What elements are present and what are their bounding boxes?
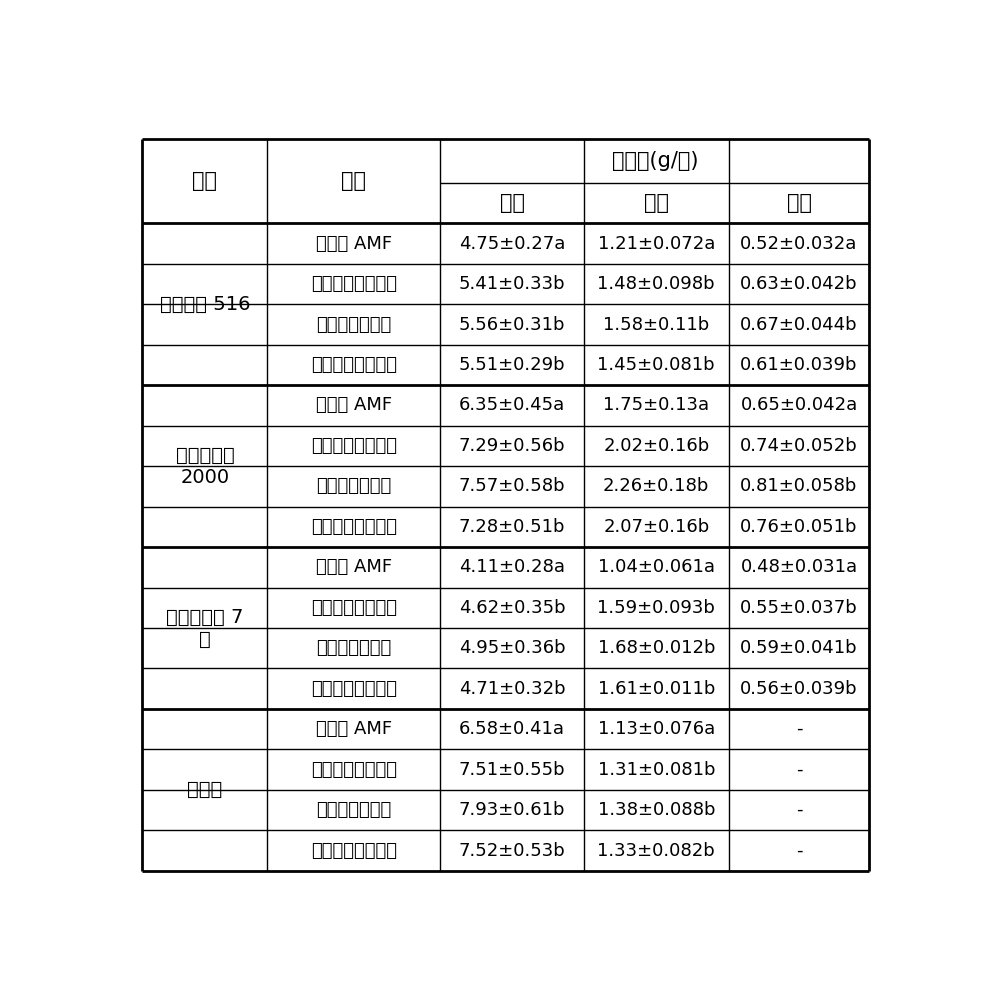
Text: 接种根内根孢囊霉: 接种根内根孢囊霉	[311, 356, 396, 374]
Text: 0.81±0.058b: 0.81±0.058b	[740, 477, 857, 495]
Text: 1.38±0.088b: 1.38±0.088b	[597, 801, 714, 819]
Text: 玉米京科糯
2000: 玉米京科糯 2000	[176, 446, 234, 487]
Text: 1.75±0.13a: 1.75±0.13a	[602, 396, 709, 414]
Text: 1.58±0.11b: 1.58±0.11b	[602, 316, 709, 334]
Text: 2.26±0.18b: 2.26±0.18b	[602, 477, 709, 495]
Text: 接种根内根孢囊霉: 接种根内根孢囊霉	[311, 518, 396, 536]
Text: 7.57±0.58b: 7.57±0.58b	[458, 477, 565, 495]
Text: 地上: 地上	[499, 193, 524, 213]
Text: 4.75±0.27a: 4.75±0.27a	[458, 235, 565, 253]
Text: 4.71±0.32b: 4.71±0.32b	[458, 680, 565, 698]
Text: 1.04±0.061a: 1.04±0.061a	[598, 558, 714, 576]
Text: 7.52±0.53b: 7.52±0.53b	[458, 842, 565, 860]
Text: 接种地表球囊霉: 接种地表球囊霉	[317, 316, 391, 334]
Text: 0.52±0.032a: 0.52±0.032a	[740, 235, 857, 253]
Text: 0.61±0.039b: 0.61±0.039b	[740, 356, 857, 374]
Text: 籽粒: 籽粒	[786, 193, 810, 213]
Text: 玉米华旺甜 7
号: 玉米华旺甜 7 号	[166, 607, 244, 648]
Text: 1.48±0.098b: 1.48±0.098b	[597, 275, 714, 293]
Text: 7.29±0.56b: 7.29±0.56b	[458, 437, 565, 455]
Text: 5.51±0.29b: 5.51±0.29b	[458, 356, 565, 374]
Text: 0.65±0.042a: 0.65±0.042a	[740, 396, 857, 414]
Text: 不接种 AMF: 不接种 AMF	[316, 720, 391, 738]
Text: 0.48±0.031a: 0.48±0.031a	[740, 558, 857, 576]
Text: 蟛蜞菊: 蟛蜞菊	[187, 780, 223, 799]
Text: 5.41±0.33b: 5.41±0.33b	[458, 275, 565, 293]
Text: 4.62±0.35b: 4.62±0.35b	[458, 599, 565, 617]
Text: 不接种 AMF: 不接种 AMF	[316, 558, 391, 576]
Text: 处理: 处理	[341, 171, 366, 191]
Text: 接种根内根孢囊霉: 接种根内根孢囊霉	[311, 680, 396, 698]
Text: 6.35±0.45a: 6.35±0.45a	[458, 396, 565, 414]
Text: 7.93±0.61b: 7.93±0.61b	[458, 801, 565, 819]
Text: 接种摩西斗管囊霉: 接种摩西斗管囊霉	[311, 599, 396, 617]
Text: 接种根内根孢囊霉: 接种根内根孢囊霉	[311, 842, 396, 860]
Text: 1.33±0.082b: 1.33±0.082b	[597, 842, 715, 860]
Text: 0.63±0.042b: 0.63±0.042b	[740, 275, 857, 293]
Text: 4.95±0.36b: 4.95±0.36b	[458, 639, 565, 657]
Text: 1.21±0.072a: 1.21±0.072a	[597, 235, 714, 253]
Text: 地下: 地下	[643, 193, 669, 213]
Text: 1.31±0.081b: 1.31±0.081b	[597, 761, 714, 779]
Text: -: -	[795, 720, 802, 738]
Text: 接种摩西斗管囊霉: 接种摩西斗管囊霉	[311, 437, 396, 455]
Text: 接种摩西斗管囊霉: 接种摩西斗管囊霉	[311, 275, 396, 293]
Text: 玉米京科 516: 玉米京科 516	[160, 295, 250, 314]
Text: 0.74±0.052b: 0.74±0.052b	[740, 437, 857, 455]
Text: -: -	[795, 761, 802, 779]
Text: 植物: 植物	[192, 171, 217, 191]
Text: 1.13±0.076a: 1.13±0.076a	[598, 720, 714, 738]
Text: 1.68±0.012b: 1.68±0.012b	[597, 639, 714, 657]
Text: 1.45±0.081b: 1.45±0.081b	[597, 356, 714, 374]
Text: 1.59±0.093b: 1.59±0.093b	[597, 599, 715, 617]
Text: 5.56±0.31b: 5.56±0.31b	[458, 316, 565, 334]
Text: 生物量(g/株): 生物量(g/株)	[611, 151, 697, 171]
Text: 4.11±0.28a: 4.11±0.28a	[458, 558, 564, 576]
Text: 0.67±0.044b: 0.67±0.044b	[740, 316, 857, 334]
Text: -: -	[795, 801, 802, 819]
Text: 0.55±0.037b: 0.55±0.037b	[740, 599, 857, 617]
Text: 接种地表球囊霉: 接种地表球囊霉	[317, 477, 391, 495]
Text: 7.51±0.55b: 7.51±0.55b	[458, 761, 565, 779]
Text: -: -	[795, 842, 802, 860]
Text: 不接种 AMF: 不接种 AMF	[316, 235, 391, 253]
Text: 6.58±0.41a: 6.58±0.41a	[458, 720, 564, 738]
Text: 接种地表球囊霉: 接种地表球囊霉	[317, 639, 391, 657]
Text: 接种摩西斗管囊霉: 接种摩西斗管囊霉	[311, 761, 396, 779]
Text: 2.02±0.16b: 2.02±0.16b	[602, 437, 709, 455]
Text: 不接种 AMF: 不接种 AMF	[316, 396, 391, 414]
Text: 0.56±0.039b: 0.56±0.039b	[740, 680, 857, 698]
Text: 0.59±0.041b: 0.59±0.041b	[740, 639, 857, 657]
Text: 0.76±0.051b: 0.76±0.051b	[740, 518, 857, 536]
Text: 1.61±0.011b: 1.61±0.011b	[597, 680, 714, 698]
Text: 接种地表球囊霉: 接种地表球囊霉	[317, 801, 391, 819]
Text: 2.07±0.16b: 2.07±0.16b	[602, 518, 709, 536]
Text: 7.28±0.51b: 7.28±0.51b	[458, 518, 565, 536]
